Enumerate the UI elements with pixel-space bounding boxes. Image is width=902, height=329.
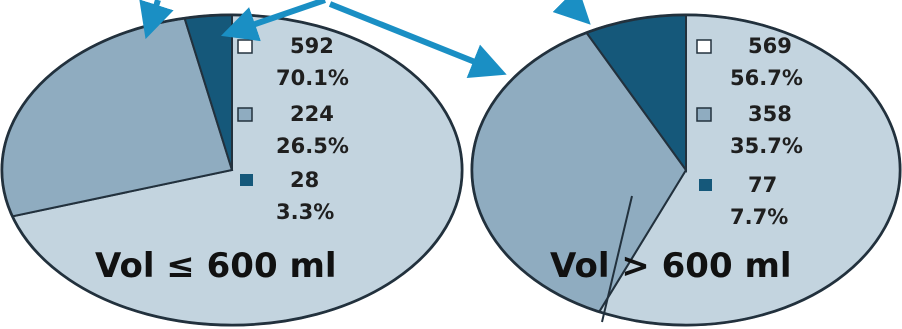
legend-left-swatch-1 — [237, 39, 253, 54]
legend-left-count-1: 592 — [290, 34, 334, 58]
pie-right-label: Vol > 600 ml — [550, 246, 792, 286]
legend-left-swatch-3 — [240, 174, 253, 186]
legend-left-count-2: 224 — [290, 102, 334, 126]
legend-right-count-2: 358 — [748, 102, 792, 126]
arrow-2 — [220, 0, 326, 42]
legend-right-count-3: 77 — [748, 173, 777, 197]
legend-right-swatch-3 — [699, 179, 712, 191]
legend-right-swatch-2 — [696, 107, 712, 122]
legend-right-percent-1: 56.7% — [730, 66, 803, 90]
annotation-arrows — [139, 0, 591, 79]
legend-right-percent-2: 35.7% — [730, 134, 803, 158]
legend-right: 569 56.7% 358 35.7% 77 7.7% — [696, 34, 803, 229]
arrow-1 — [139, 0, 174, 40]
legend-left-swatch-2 — [237, 107, 253, 122]
legend-right-swatch-1 — [696, 39, 712, 54]
legend-right-percent-3: 7.7% — [730, 205, 788, 229]
pie-left-label: Vol ≤ 600 ml — [95, 246, 337, 286]
legend-left-count-3: 28 — [290, 168, 319, 192]
pie-left: 592 70.1% 224 26.5% 28 3.3% Vol ≤ 600 ml — [0, 13, 464, 327]
legend-right-count-1: 569 — [748, 34, 792, 58]
arrow-4 — [552, 0, 591, 25]
legend-left-percent-1: 70.1% — [276, 66, 349, 90]
label-overlay-stroke — [601, 195, 633, 323]
arrow-3 — [328, 1, 507, 79]
legend-left-percent-3: 3.3% — [276, 200, 334, 224]
legend-left-percent-2: 26.5% — [276, 134, 349, 158]
pie-right: 569 56.7% 358 35.7% 77 7.7% Vol > 600 ml — [470, 13, 902, 327]
